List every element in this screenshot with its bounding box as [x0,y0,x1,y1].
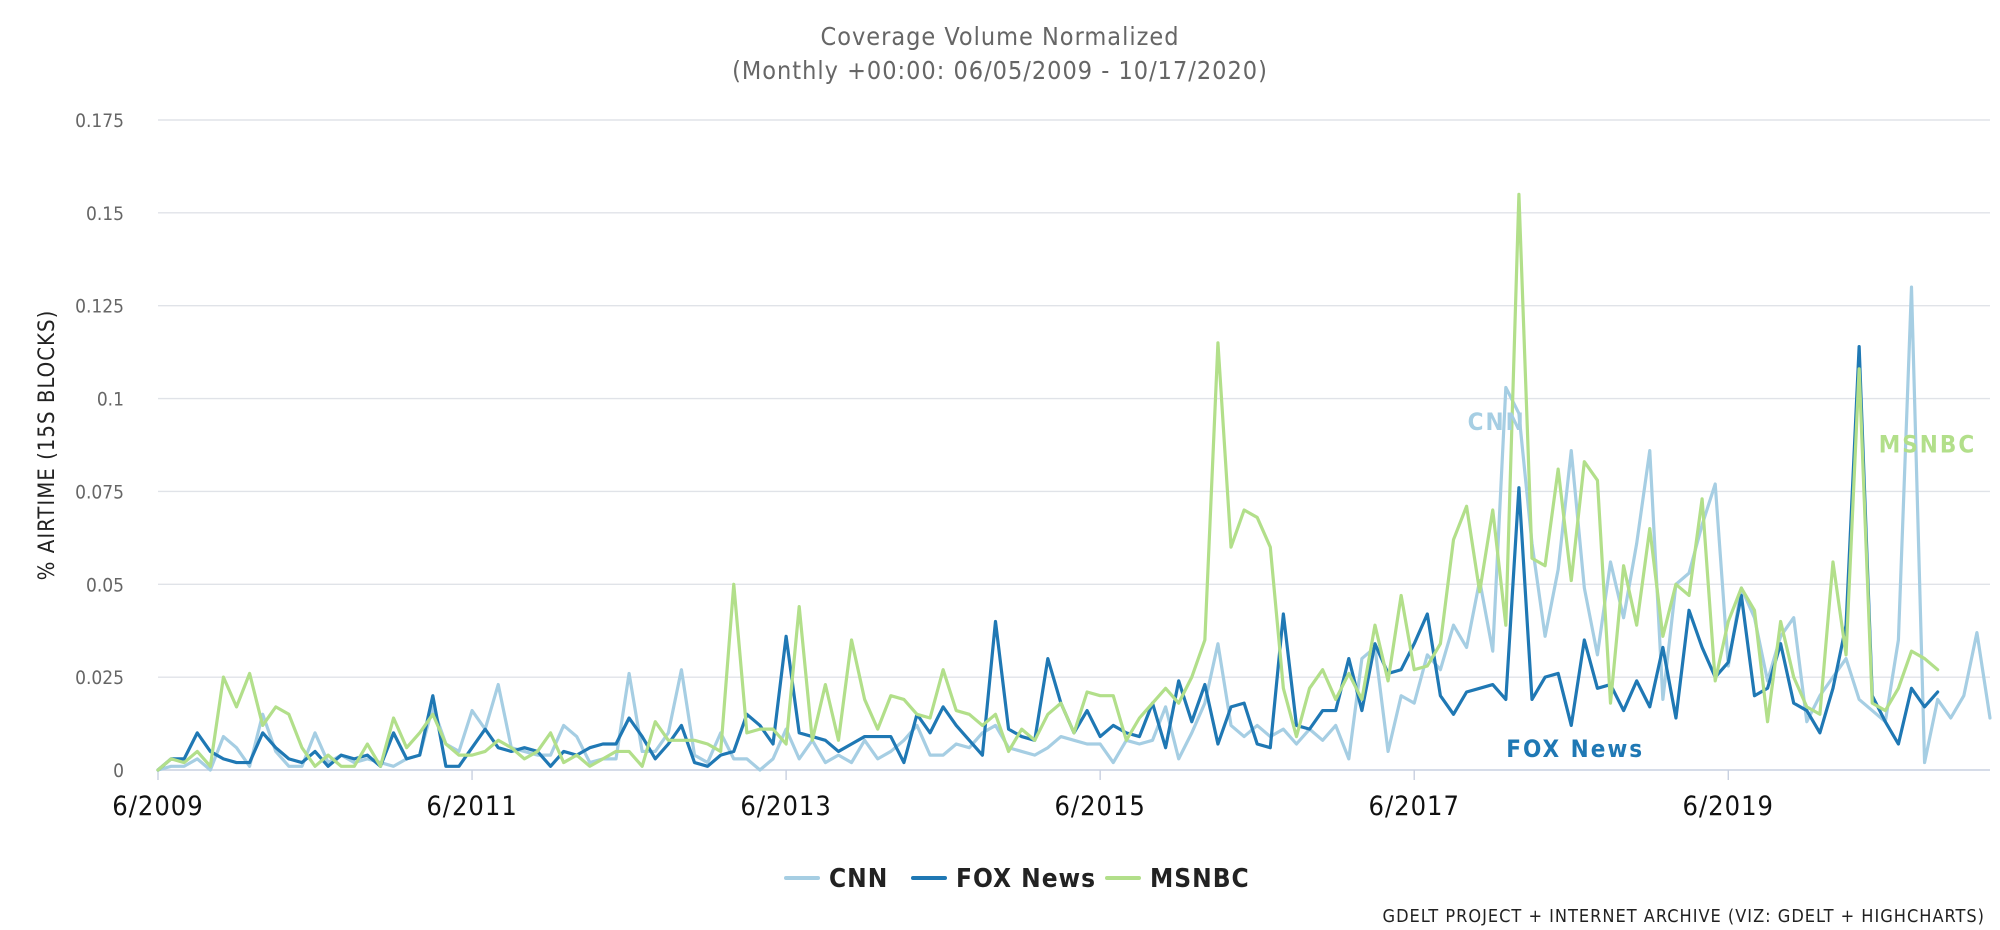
y-tick-label: 0.175 [75,110,124,132]
series-labels: CNN FOX News MSNBC [1468,408,1976,763]
series-line-fox-news [156,344,1940,772]
y-tick-label: 0 [113,760,124,782]
legend: CNN FOX News MSNBC [784,864,1250,894]
x-tick-label: 6/2013 [740,791,831,822]
legend-item-msnbc[interactable]: MSNBC [1105,864,1250,894]
gridlines [158,119,1990,678]
x-tick-label: 6/2009 [112,791,203,822]
y-tick-label: 0.125 [75,296,124,318]
legend-item-fox-news[interactable]: FOX News [911,864,1096,894]
series-label-fox-news: FOX News [1506,735,1644,763]
x-tick-label: 6/2015 [1054,791,1145,822]
series-lines [156,192,1992,772]
y-tick-label: 0.075 [75,481,124,503]
series-label-msnbc: MSNBC [1879,430,1976,458]
legend-label: FOX News [956,864,1096,894]
series-line-cnn [156,285,1992,772]
x-tick-label: 6/2011 [426,791,517,822]
series-line-msnbc [156,192,1940,772]
series-label-cnn: CNN [1468,408,1526,436]
chart-subtitle: (Monthly +00:00: 06/05/2009 - 10/17/2020… [732,56,1268,85]
x-tick-label: 6/2017 [1369,791,1460,822]
x-axis-ticks: 6/2009 6/2011 6/2013 6/2015 6/2017 6/2019 [112,770,1774,822]
y-axis-title: % AIRTIME (15S BLOCKS) [35,310,60,581]
y-tick-label: 0.05 [86,574,124,596]
legend-label: MSNBC [1150,864,1250,894]
x-tick-label: 6/2019 [1683,791,1774,822]
chart-credit: GDELT PROJECT + INTERNET ARCHIVE (VIZ: G… [1383,906,1985,927]
y-tick-label: 0.1 [97,389,124,411]
y-tick-label: 0.025 [75,667,124,689]
y-tick-label: 0.15 [86,203,124,225]
legend-label: CNN [829,864,888,894]
legend-item-cnn[interactable]: CNN [784,864,888,894]
chart-title: Coverage Volume Normalized [820,22,1179,51]
y-axis-ticks: 0 0.025 0.05 0.075 0.1 0.125 0.15 0.175 [75,110,124,782]
